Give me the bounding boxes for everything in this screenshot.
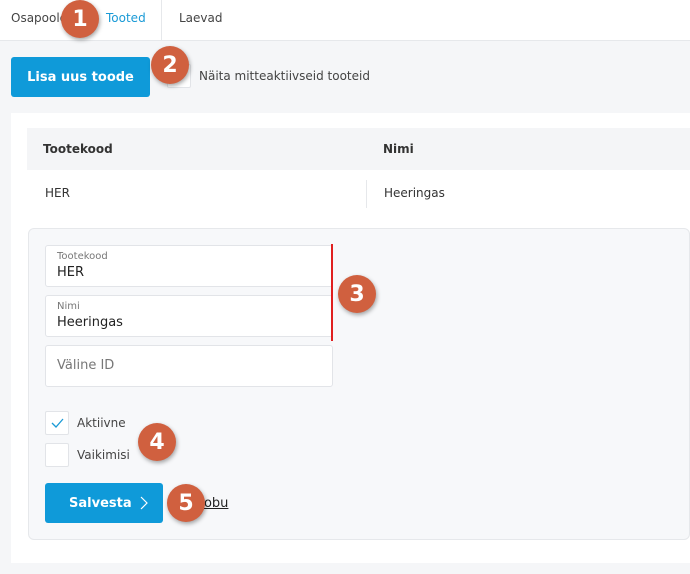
tab-osapooled[interactable]: Osapooled (11, 11, 75, 25)
column-header-name[interactable]: Nimi (383, 142, 414, 156)
cell-name[interactable]: Heeringas (384, 186, 445, 200)
default-checkbox[interactable] (45, 443, 69, 467)
table-header (27, 128, 690, 170)
tab-divider (161, 0, 162, 41)
cell-code[interactable]: HER (45, 186, 70, 200)
annotation-badge-2: 2 (151, 46, 189, 84)
code-field[interactable]: Tootekood HER (45, 245, 333, 287)
external-id-field[interactable]: Väline ID (45, 345, 333, 387)
tab-bar: Osapooled Tooted Laevad (0, 0, 690, 41)
show-inactive-label: Näita mitteaktiivseid tooteid (199, 69, 370, 83)
tab-laevad[interactable]: Laevad (179, 11, 223, 25)
save-button[interactable]: Salvesta (45, 483, 163, 523)
annotation-badge-3: 3 (338, 275, 376, 313)
highlight-bar (331, 244, 333, 341)
default-label: Vaikimisi (77, 448, 130, 462)
external-id-placeholder: Väline ID (57, 358, 115, 373)
annotation-badge-5: 5 (167, 484, 205, 522)
name-field-value[interactable]: Heeringas (57, 315, 123, 330)
column-header-code[interactable]: Tootekood (43, 142, 113, 156)
tab-tooted[interactable]: Tooted (106, 11, 146, 25)
code-field-label: Tootekood (57, 251, 108, 262)
add-product-button[interactable]: Lisa uus toode (11, 57, 150, 97)
name-field[interactable]: Nimi Heeringas (45, 295, 333, 337)
code-field-value[interactable]: HER (57, 265, 85, 280)
active-label: Aktiivne (77, 416, 126, 430)
name-field-label: Nimi (57, 301, 80, 312)
chevron-right-icon (140, 496, 148, 510)
cell-divider (366, 180, 367, 208)
save-button-label: Salvesta (69, 495, 132, 511)
active-checkbox[interactable] (45, 411, 69, 435)
annotation-badge-4: 4 (138, 423, 176, 461)
checkmark-icon (51, 418, 64, 428)
annotation-badge-1: 1 (61, 0, 99, 38)
